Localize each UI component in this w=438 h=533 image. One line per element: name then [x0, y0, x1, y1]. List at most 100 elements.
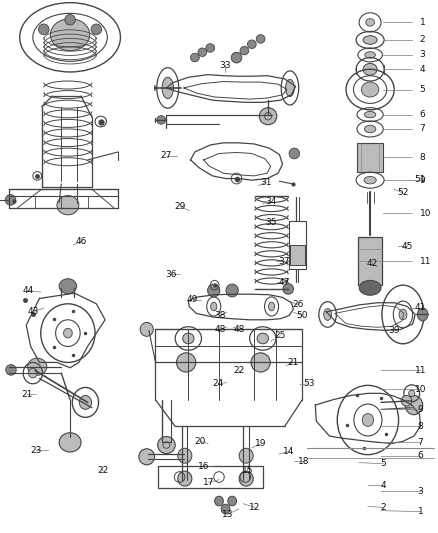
Ellipse shape — [364, 125, 376, 133]
Text: 8: 8 — [420, 153, 425, 161]
Ellipse shape — [157, 116, 166, 124]
Ellipse shape — [364, 176, 376, 184]
Text: 31: 31 — [261, 178, 272, 187]
Text: 37: 37 — [278, 257, 290, 265]
Text: 27: 27 — [161, 151, 172, 160]
Text: 15: 15 — [242, 466, 253, 474]
Text: 38: 38 — [214, 311, 226, 320]
Text: 52: 52 — [397, 189, 409, 197]
Ellipse shape — [240, 46, 249, 55]
Text: 25: 25 — [275, 332, 286, 340]
Ellipse shape — [177, 353, 196, 372]
Text: 7: 7 — [417, 438, 424, 447]
Ellipse shape — [208, 284, 220, 297]
Text: 33: 33 — [219, 61, 230, 69]
Ellipse shape — [50, 19, 90, 51]
Ellipse shape — [363, 63, 377, 75]
Ellipse shape — [259, 108, 277, 125]
Ellipse shape — [59, 433, 81, 452]
Ellipse shape — [362, 414, 374, 426]
Text: 12: 12 — [249, 503, 261, 512]
Ellipse shape — [39, 24, 49, 35]
Text: 47: 47 — [279, 278, 290, 287]
Text: 45: 45 — [402, 242, 413, 251]
Ellipse shape — [6, 365, 16, 375]
Text: 9: 9 — [420, 176, 425, 184]
Text: 23: 23 — [31, 446, 42, 455]
Bar — [289, 221, 306, 269]
Text: 1: 1 — [417, 507, 424, 516]
Bar — [158, 466, 263, 488]
Text: 4: 4 — [381, 481, 386, 489]
Ellipse shape — [361, 82, 379, 97]
Text: 17: 17 — [203, 478, 214, 487]
Text: 5: 5 — [420, 85, 425, 94]
Text: 44: 44 — [23, 286, 34, 295]
Text: 21: 21 — [21, 390, 33, 399]
Text: 11: 11 — [420, 257, 431, 265]
Text: 2: 2 — [420, 36, 425, 44]
Ellipse shape — [409, 390, 415, 397]
Bar — [290, 245, 305, 265]
Ellipse shape — [5, 195, 16, 205]
Text: 16: 16 — [198, 462, 209, 471]
Text: 8: 8 — [417, 422, 424, 431]
Text: 6: 6 — [420, 110, 425, 119]
Ellipse shape — [64, 328, 72, 338]
Text: 22: 22 — [97, 466, 109, 475]
Ellipse shape — [211, 302, 217, 311]
Ellipse shape — [178, 448, 192, 463]
Text: 14: 14 — [283, 447, 295, 456]
Ellipse shape — [401, 395, 412, 406]
Ellipse shape — [256, 35, 265, 43]
Text: 42: 42 — [367, 260, 378, 268]
Text: 21: 21 — [288, 358, 299, 367]
Ellipse shape — [239, 471, 253, 486]
Ellipse shape — [228, 496, 237, 506]
Text: 49: 49 — [187, 295, 198, 304]
Text: 53: 53 — [303, 379, 314, 388]
Text: 5: 5 — [380, 459, 386, 468]
Ellipse shape — [206, 44, 215, 52]
Ellipse shape — [417, 308, 428, 321]
Text: 3: 3 — [420, 51, 425, 59]
Ellipse shape — [57, 196, 79, 215]
Text: 3: 3 — [417, 487, 424, 496]
Ellipse shape — [162, 77, 173, 99]
Text: 10: 10 — [420, 209, 431, 217]
Bar — [357, 143, 383, 172]
Text: 48: 48 — [214, 325, 226, 334]
Text: 7: 7 — [420, 125, 425, 133]
Ellipse shape — [91, 24, 102, 35]
Text: 2: 2 — [381, 503, 386, 512]
Ellipse shape — [226, 284, 238, 297]
Text: 6: 6 — [417, 451, 424, 460]
Ellipse shape — [251, 353, 270, 372]
Ellipse shape — [231, 52, 242, 63]
Ellipse shape — [324, 309, 332, 320]
Ellipse shape — [28, 368, 37, 378]
Ellipse shape — [191, 53, 199, 62]
Text: 48: 48 — [234, 325, 245, 334]
Ellipse shape — [359, 280, 381, 295]
Text: 43: 43 — [27, 308, 39, 316]
Ellipse shape — [286, 79, 294, 96]
Ellipse shape — [247, 40, 256, 49]
Ellipse shape — [364, 111, 376, 118]
Text: 50: 50 — [297, 311, 308, 320]
Ellipse shape — [183, 333, 194, 344]
Text: 35: 35 — [265, 219, 276, 227]
Text: 13: 13 — [222, 510, 233, 519]
Bar — [358, 237, 382, 285]
Text: 41: 41 — [415, 303, 426, 312]
Text: 10: 10 — [415, 385, 426, 393]
Ellipse shape — [405, 395, 423, 415]
Ellipse shape — [363, 36, 377, 44]
Text: 46: 46 — [75, 237, 87, 246]
Text: 36: 36 — [165, 270, 177, 279]
Ellipse shape — [139, 449, 155, 465]
Ellipse shape — [178, 471, 192, 486]
Ellipse shape — [365, 52, 375, 58]
Text: 20: 20 — [194, 437, 205, 446]
Ellipse shape — [268, 302, 275, 311]
